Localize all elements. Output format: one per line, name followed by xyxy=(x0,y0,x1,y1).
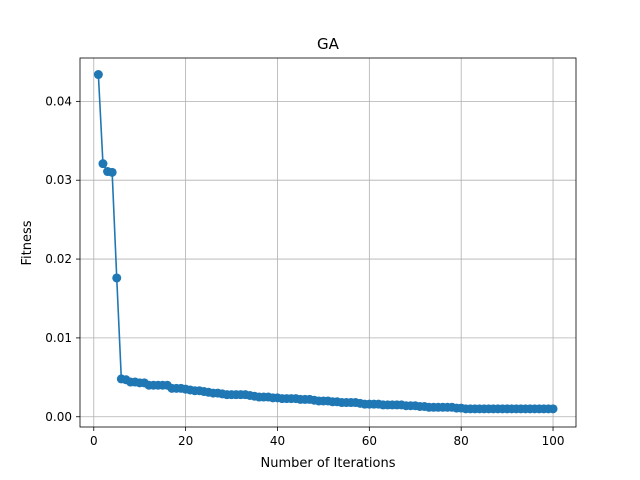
data-point xyxy=(112,273,122,283)
x-tick-label: 100 xyxy=(542,434,565,448)
y-tick-label: 0.03 xyxy=(45,173,72,187)
chart-title: GA xyxy=(317,35,340,53)
data-point xyxy=(93,70,103,80)
axis-ticks: 0 20 40 60 80 100 0.00 0.01 0.02 0.03 0.04 xyxy=(45,94,564,448)
y-tick-label: 0.00 xyxy=(45,410,72,424)
data-point xyxy=(548,404,558,414)
series-line xyxy=(97,74,554,410)
series-fitness xyxy=(93,70,558,414)
data-point xyxy=(107,167,117,177)
grid-lines xyxy=(80,58,576,427)
y-tick-label: 0.01 xyxy=(45,331,72,345)
x-tick-label: 60 xyxy=(362,434,377,448)
x-tick-label: 40 xyxy=(270,434,285,448)
x-tick-label: 0 xyxy=(90,434,98,448)
plot-frame xyxy=(79,57,577,428)
y-tick-label: 0.04 xyxy=(45,94,72,108)
y-axis-label: Fitness xyxy=(20,220,35,265)
y-tick-label: 0.02 xyxy=(45,252,72,266)
x-tick-label: 80 xyxy=(454,434,469,448)
x-tick-label: 20 xyxy=(178,434,193,448)
x-axis-label: Number of Iterations xyxy=(261,456,396,471)
data-point xyxy=(98,159,108,169)
